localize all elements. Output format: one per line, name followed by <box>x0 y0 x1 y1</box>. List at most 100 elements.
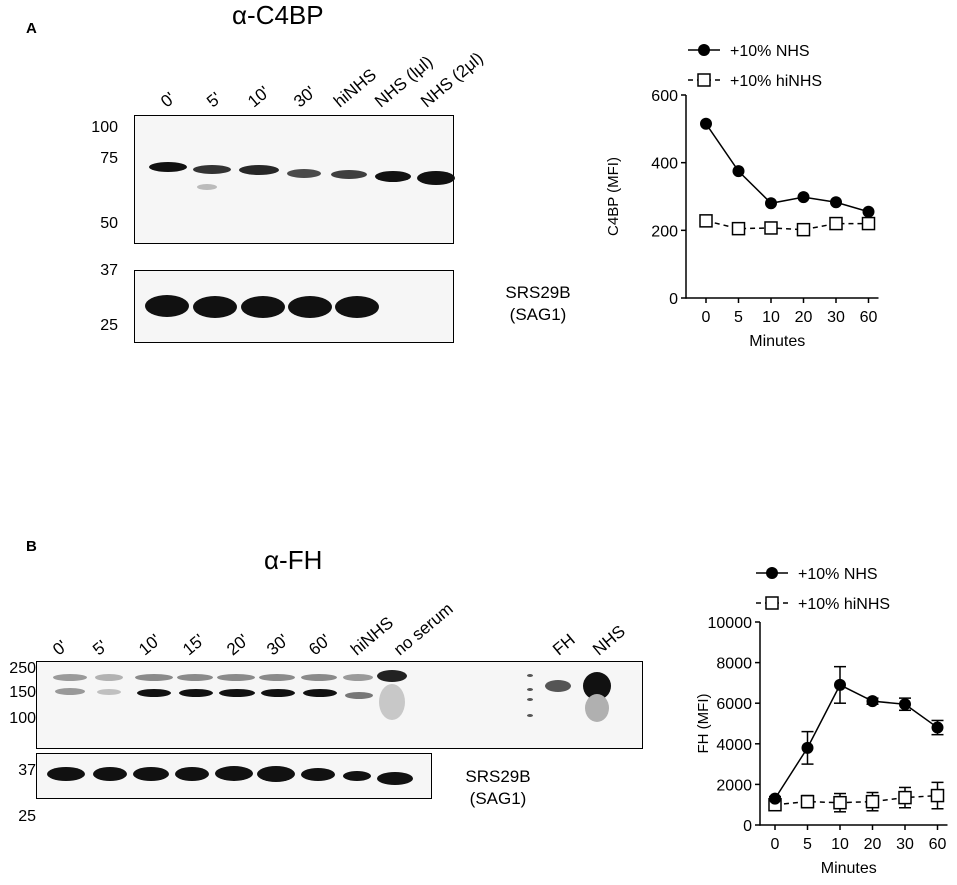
data-point <box>931 721 944 734</box>
x-tick-label: 10 <box>762 309 780 326</box>
blot-smear <box>585 694 609 722</box>
blot-band <box>137 689 171 697</box>
x-axis-label: Minutes <box>749 333 805 350</box>
data-point <box>830 196 842 209</box>
data-point <box>833 795 847 810</box>
blot-faint-band <box>259 674 295 681</box>
data-point <box>865 794 880 809</box>
mw-marker: 100 <box>9 710 36 727</box>
blot-faint-band <box>97 689 121 695</box>
data-point <box>769 792 781 805</box>
blot-band <box>375 171 411 182</box>
y-tick-label: 4000 <box>716 737 752 754</box>
mw-marker: 25 <box>100 317 118 334</box>
blot-band <box>288 296 332 318</box>
lane-label: 30' <box>263 630 293 660</box>
lane-label: hiNHS <box>330 65 380 112</box>
blot-faint-band <box>95 674 123 681</box>
lane-label: 15' <box>179 630 209 660</box>
lane-label: 0' <box>49 636 72 660</box>
mw-marker: 250 <box>9 660 36 677</box>
data-point <box>861 216 876 231</box>
blot-band <box>239 165 279 175</box>
y-tick-label: 2000 <box>716 777 752 794</box>
blot-band <box>215 766 253 781</box>
x-tick-label: 0 <box>771 836 780 853</box>
blot-faint-band <box>177 674 213 681</box>
x-tick-label: 60 <box>860 309 878 326</box>
data-point <box>699 214 713 228</box>
panel-a-loading-label: SRS29B (SAG1) <box>488 282 588 326</box>
data-point <box>797 191 810 204</box>
y-tick-label: 600 <box>651 88 678 105</box>
mw-marker: 37 <box>100 262 118 279</box>
ladder-mark <box>527 714 533 717</box>
lane-label: hiNHS <box>347 613 397 660</box>
ladder-mark <box>527 698 533 701</box>
x-tick-label: 60 <box>929 836 947 853</box>
mw-marker: 50 <box>100 215 118 232</box>
legend-label: +10% NHS <box>798 566 878 583</box>
x-tick-label: 10 <box>831 836 849 853</box>
panel-b-antibody-title: α-FH <box>264 545 323 575</box>
lane-label: 5' <box>203 88 226 112</box>
panel-a-c4bp-blot <box>134 115 455 244</box>
x-tick-label: 20 <box>795 309 813 326</box>
lane-label: 20' <box>223 630 253 660</box>
data-point <box>732 165 745 178</box>
ladder-mark <box>527 688 533 691</box>
legend-label: +10% NHS <box>730 43 810 60</box>
loading-label-line: SRS29B <box>465 767 531 786</box>
y-tick-label: 8000 <box>716 656 752 673</box>
mw-marker: 37 <box>18 762 36 779</box>
data-point <box>800 794 815 809</box>
lane-label: 30' <box>290 82 320 112</box>
lane-label: 60' <box>305 630 335 660</box>
blot-faint-band <box>217 674 255 681</box>
blot-band <box>149 162 187 172</box>
data-point <box>796 222 811 237</box>
lane-label: 10' <box>244 82 274 112</box>
mw-marker: 25 <box>18 808 36 825</box>
blot-band <box>377 670 407 682</box>
blot-faint-band <box>53 674 87 681</box>
y-tick-label: 10000 <box>708 615 753 632</box>
legend-marker <box>698 44 710 56</box>
lane-label: NHS <box>589 621 629 660</box>
lane-label: 10' <box>135 630 165 660</box>
loading-label-line: (SAG1) <box>509 305 567 324</box>
blot-band <box>175 767 209 781</box>
blot-faint-band <box>343 674 373 681</box>
legend-marker <box>766 567 778 579</box>
blot-band <box>301 768 335 781</box>
blot-band <box>257 766 295 782</box>
x-tick-label: 20 <box>864 836 882 853</box>
data-point <box>700 117 712 130</box>
panel-b-letter: B <box>26 538 37 555</box>
y-tick-label: 400 <box>651 156 678 173</box>
legend-marker <box>765 596 779 610</box>
data-point <box>899 698 911 711</box>
data-point <box>829 216 843 231</box>
loading-label-line: SRS29B <box>505 283 571 302</box>
y-axis-label: FH (MFI) <box>695 694 712 754</box>
blot-band <box>219 689 255 697</box>
data-point <box>801 741 814 754</box>
mw-marker: 150 <box>9 684 36 701</box>
panel-a-c4bp-chart: +10% NHS +10% hiNHS 0 200 400 600 0 5 10 20 30 60 Mi… <box>605 43 879 350</box>
blot-band <box>47 767 85 781</box>
blot-band <box>193 165 231 174</box>
blot-band <box>331 170 367 179</box>
data-point <box>834 678 846 691</box>
legend-label: +10% hiNHS <box>798 596 890 613</box>
blot-band <box>335 296 379 318</box>
legend-marker <box>697 73 711 87</box>
x-tick-label: 5 <box>734 309 743 326</box>
y-tick-label: 0 <box>743 818 752 835</box>
blot-band <box>193 296 237 318</box>
panel-a-antibody-title: α-C4BP <box>232 0 324 30</box>
mw-marker: 75 <box>100 150 118 167</box>
lane-label: FH <box>549 630 579 660</box>
blot-faint-band <box>301 674 337 681</box>
blot-smear <box>379 684 405 720</box>
